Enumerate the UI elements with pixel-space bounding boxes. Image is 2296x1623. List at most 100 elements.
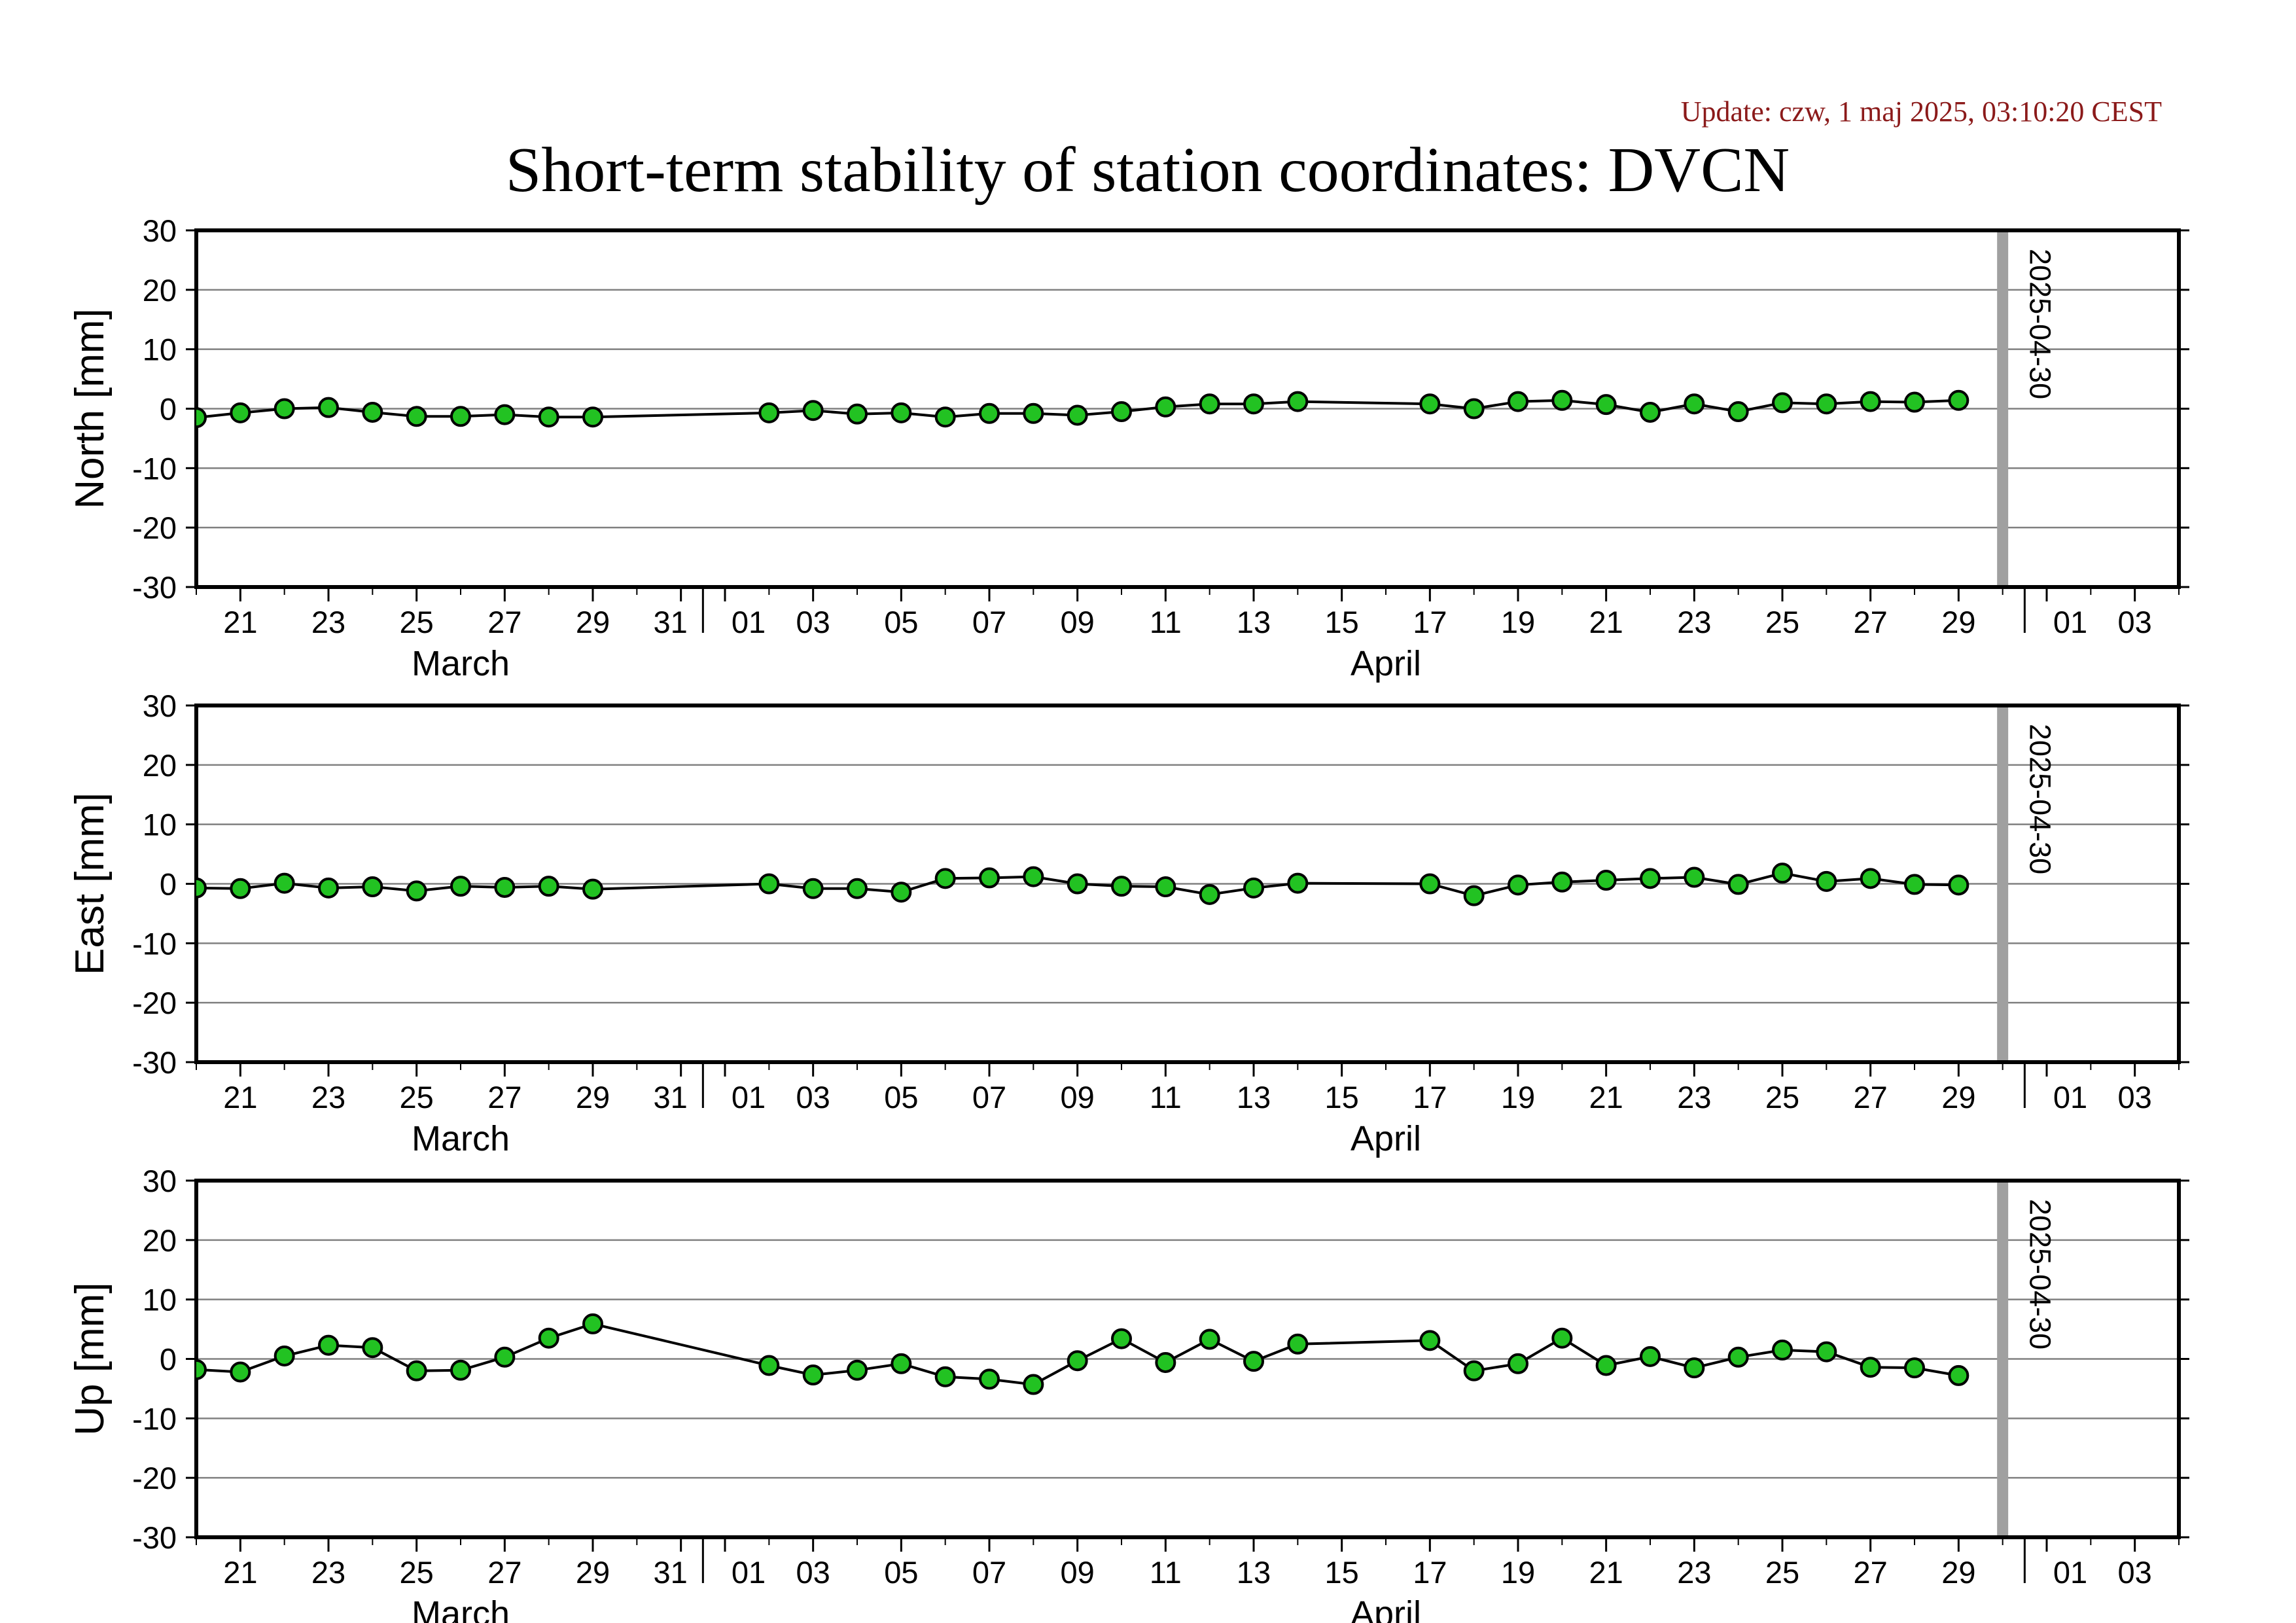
data-point <box>1155 876 1176 898</box>
x-tick-label: 17 <box>1413 1080 1447 1115</box>
data-point <box>1111 401 1132 423</box>
x-tick-label: 27 <box>487 1555 521 1590</box>
data-point <box>1023 402 1044 424</box>
data-point <box>1155 1351 1176 1373</box>
x-tick-label: 15 <box>1325 1080 1359 1115</box>
data-point <box>494 404 516 425</box>
data-point <box>979 402 1000 424</box>
data-point <box>1595 870 1617 891</box>
data-point <box>1067 1350 1088 1372</box>
data-point <box>1508 391 1528 412</box>
data-point <box>1199 883 1220 905</box>
date-marker-label: 2025-04-30 <box>2024 724 2057 874</box>
data-point <box>1595 1355 1617 1376</box>
data-point <box>847 1359 868 1381</box>
x-tick-label: 27 <box>487 605 521 639</box>
update-timestamp: Update: czw, 1 maj 2025, 03:10:20 CEST <box>1681 96 2162 128</box>
x-tick-label: 09 <box>1061 605 1095 639</box>
date-marker-label: 2025-04-30 <box>2024 1199 2057 1349</box>
month-label: March <box>412 644 510 683</box>
y-tick-label: 30 <box>143 213 177 248</box>
data-point <box>1860 868 1881 889</box>
data-point <box>1067 404 1088 426</box>
data-point <box>362 401 383 423</box>
x-tick-label: 19 <box>1501 1080 1535 1115</box>
x-tick-label: 27 <box>1854 605 1888 639</box>
data-point <box>1508 1353 1528 1374</box>
y-tick-label: -10 <box>132 926 177 961</box>
data-point <box>230 402 251 423</box>
data-point <box>450 876 471 897</box>
data-point <box>1463 1360 1485 1382</box>
data-point <box>1860 391 1881 412</box>
x-tick-label: 31 <box>654 1555 688 1590</box>
y-tick-label: -30 <box>132 1045 177 1080</box>
data-point <box>582 406 603 428</box>
x-tick-label: 05 <box>884 605 918 639</box>
x-tick-label: 05 <box>884 1080 918 1115</box>
data-point <box>1243 393 1264 415</box>
data-point <box>1419 873 1441 895</box>
x-tick-label: 03 <box>796 1080 830 1115</box>
data-point <box>494 876 516 898</box>
x-tick-label: 11 <box>1150 1080 1182 1115</box>
data-point <box>406 880 427 902</box>
x-tick-label: 03 <box>2118 1080 2152 1115</box>
x-tick-label: 11 <box>1150 1555 1182 1590</box>
data-point <box>802 400 824 421</box>
data-point <box>318 877 339 899</box>
data-point <box>1640 868 1661 889</box>
y-tick-label: 0 <box>160 392 177 427</box>
y-tick-label: -10 <box>132 1401 177 1436</box>
y-tick-label: -20 <box>132 510 177 545</box>
x-tick-label: 01 <box>732 1080 766 1115</box>
data-point <box>1419 393 1441 415</box>
month-label: April <box>1351 1594 1421 1623</box>
month-label: April <box>1351 1119 1421 1158</box>
data-point <box>1948 1364 1969 1386</box>
x-tick-label: 19 <box>1501 1555 1535 1590</box>
data-point <box>196 407 207 429</box>
y-tick-label: -20 <box>132 1461 177 1495</box>
chart-title: Short-term stability of station coordina… <box>506 135 1790 205</box>
x-tick-label: 21 <box>1589 605 1623 639</box>
x-tick-label: 25 <box>400 1555 434 1590</box>
data-point <box>274 872 295 894</box>
month-label: April <box>1351 644 1421 683</box>
data-point <box>538 876 559 897</box>
data-point <box>1111 1328 1132 1349</box>
data-point <box>934 868 956 889</box>
data-point <box>847 403 868 425</box>
y-tick-label: 20 <box>143 748 177 783</box>
y-tick-label: 0 <box>160 1342 177 1377</box>
data-point <box>1816 393 1837 415</box>
data-point <box>538 406 559 428</box>
y-tick-label: 20 <box>143 1223 177 1258</box>
data-point <box>1948 389 1969 411</box>
x-tick-label: 01 <box>732 605 766 639</box>
data-point <box>1463 398 1485 419</box>
data-point <box>1287 391 1309 412</box>
y-tick-label: 10 <box>143 808 177 842</box>
x-tick-label: 23 <box>1677 605 1711 639</box>
x-tick-label: 23 <box>1677 1555 1711 1590</box>
data-point <box>318 1334 339 1356</box>
x-tick-label: 29 <box>576 1080 610 1115</box>
x-tick-label: 25 <box>1765 1080 1799 1115</box>
x-tick-label: 17 <box>1413 1555 1447 1590</box>
data-point <box>1904 1357 1925 1379</box>
data-point <box>1023 1374 1044 1395</box>
data-point <box>362 1337 383 1359</box>
data-point <box>538 1327 559 1349</box>
month-label: March <box>412 1594 510 1623</box>
data-point <box>1287 1333 1309 1355</box>
x-tick-label: 29 <box>1941 1555 1975 1590</box>
data-point <box>1948 874 1969 896</box>
data-point <box>1727 874 1749 895</box>
x-tick-label: 29 <box>576 1555 610 1590</box>
data-point <box>406 1360 427 1382</box>
x-tick-label: 03 <box>2118 1555 2152 1590</box>
x-tick-label: 31 <box>654 1080 688 1115</box>
